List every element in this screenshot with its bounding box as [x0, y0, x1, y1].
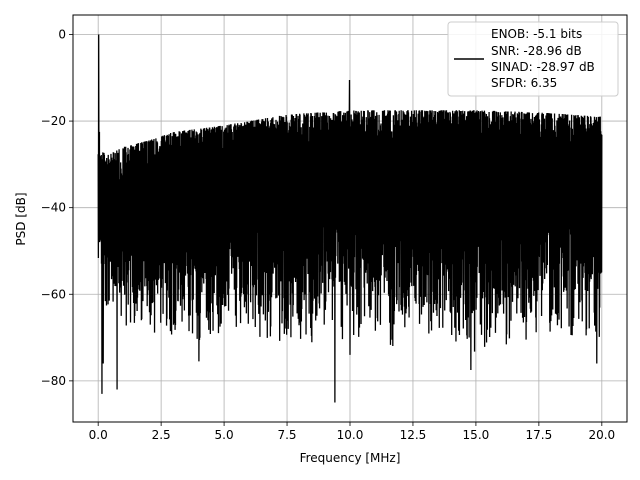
x-tick-label: 0.0: [89, 428, 108, 442]
x-axis-ticks: 0.0 2.5 5.0 7.5 10.0 12.5 15.0 17.5 20.0: [89, 422, 615, 442]
y-tick-label: −40: [41, 201, 66, 215]
y-axis-label: PSD [dB]: [14, 192, 28, 245]
x-tick-label: 20.0: [588, 428, 615, 442]
x-tick-label: 15.0: [463, 428, 490, 442]
x-tick-label: 2.5: [152, 428, 171, 442]
x-tick-label: 17.5: [526, 428, 553, 442]
y-tick-label: −60: [41, 287, 66, 301]
legend-entry-snr: SNR: -28.96 dB: [491, 44, 582, 58]
x-axis-label: Frequency [MHz]: [300, 451, 401, 465]
plot-area: [97, 34, 603, 403]
x-tick-label: 10.0: [337, 428, 364, 442]
legend-box: [447, 21, 619, 97]
legend-entry-enob: ENOB: -5.1 bits: [491, 27, 582, 41]
x-tick-label: 12.5: [400, 428, 427, 442]
psd-series-line: [97, 34, 603, 403]
legend-entry-sinad: SINAD: -28.97 dB: [491, 60, 595, 74]
y-tick-label: 0: [58, 27, 66, 41]
y-tick-label: −80: [41, 374, 66, 388]
legend: ENOB: -5.1 bits SNR: -28.96 dB SINAD: -2…: [447, 21, 619, 97]
y-tick-label: −20: [41, 114, 66, 128]
y-axis-ticks: 0 −20 −40 −60 −80: [41, 27, 73, 388]
x-tick-label: 7.5: [277, 428, 296, 442]
legend-entry-sfdr: SFDR: 6.35: [491, 76, 557, 90]
x-tick-label: 5.0: [215, 428, 234, 442]
